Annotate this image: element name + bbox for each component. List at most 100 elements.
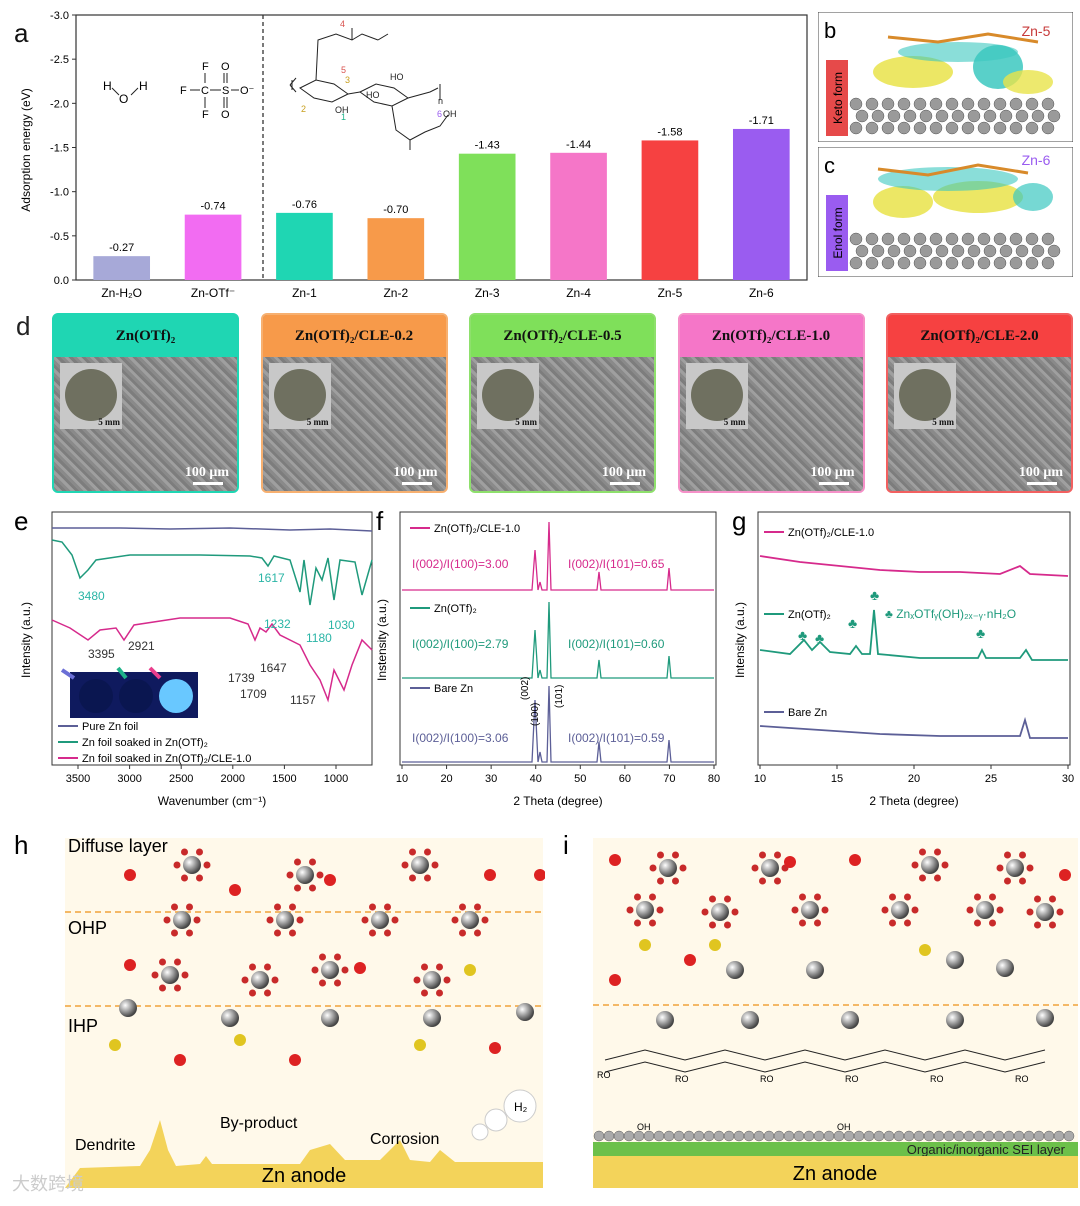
peak-label: 1647 (260, 661, 287, 675)
x-tick-label: 20 (908, 773, 920, 785)
byproduct-annotation: ♣ ZnₓOTfᵧ(OH)₂ₓ₋ᵧ·nH₂O (885, 607, 1016, 621)
byproduct-label: By-product (220, 1115, 298, 1132)
scale-5mm: 5 mm (306, 417, 329, 427)
ihp-label: IHP (68, 1016, 98, 1036)
atom-f: F (202, 109, 209, 121)
atom-o: O (119, 92, 128, 106)
ion-spheres (609, 848, 1071, 1029)
y-tick-label: -1.0 (50, 187, 69, 199)
sei-layer-label: Organic/inorganic SEI layer (907, 1142, 1066, 1157)
peak-label: 1232 (264, 617, 291, 631)
panel-e: e Intensity (a.u.) Wavenumber (cm⁻¹) 350… (0, 500, 380, 820)
scale-100um: 100 μm (393, 465, 438, 480)
ratio-label: I(002)/I(100)=2.79 (412, 637, 509, 651)
card-title: Zn(OTf)₂/CLE-2.0 (888, 315, 1071, 357)
cle-labels: 4 5 3 2 1 6 OH HO HO OH n (301, 19, 457, 122)
card-title-text: Zn(OTf)₂ (115, 327, 176, 344)
dendrite-label: Dendrite (75, 1137, 136, 1154)
series-bare (402, 685, 714, 763)
chain-labels: RO RO RO RO RO RO OH OH (597, 1070, 1029, 1132)
scale-100um: 100 μm (810, 465, 855, 480)
oh-label: OH (837, 1122, 851, 1132)
bar (367, 218, 425, 280)
y-axis-label: Intensity (a.u.) (19, 602, 33, 678)
category-label: Zn-1 (292, 286, 317, 300)
panel-g: g Intensity (a.u.) 2 Theta (degree) 10 15… (720, 500, 1080, 820)
ro-label: RO (930, 1074, 944, 1084)
x-tick-label: 1500 (272, 773, 296, 785)
card-title: Zn(OTf)₂ (54, 315, 237, 357)
ro-label: RO (675, 1074, 689, 1084)
scale-100um: 100 μm (1018, 465, 1063, 480)
schematic-i: i RO RO RO RO RO RO OH OH Organic/inorga… (563, 830, 1078, 1188)
legend-item: Zn foil soaked in Zn(OTf)₂ (82, 737, 208, 749)
category-label: Zn-6 (749, 286, 774, 300)
panel-letter-c: c (824, 153, 835, 178)
panel-c: c Zn-6 Enol form (817, 146, 1074, 278)
x-tick-label: 50 (574, 773, 586, 785)
sem-card: Zn(OTf)₂/CLE-0.2 5 mm 100 μm (260, 313, 448, 493)
electrolyte-bg (593, 838, 1078, 1188)
ro-label: RO (845, 1074, 859, 1084)
series-otf (402, 601, 714, 679)
series-name: Zn(OTf)₂ (434, 603, 477, 615)
otf-structure: F F F C S O O O⁻ (180, 61, 255, 121)
legend: Pure Zn foil Zn foil soaked in Zn(OTf)₂ … (58, 721, 251, 765)
peak-label: 3480 (78, 589, 105, 603)
ftir-chart: e Intensity (a.u.) Wavenumber (cm⁻¹) 350… (14, 506, 373, 808)
carbon-1-label: 1 (341, 112, 346, 122)
cle-structure (289, 28, 449, 150)
corrosion-label: Corrosion (370, 1131, 439, 1148)
peak-labels: (002) (100) (101) (520, 677, 565, 726)
ratio-label: I(002)/I(101)=0.59 (568, 731, 665, 745)
atom-o: O (221, 61, 230, 73)
series-bare (759, 716, 1068, 739)
oh-label: OH (637, 1122, 651, 1132)
x-tick-label: 80 (708, 773, 720, 785)
panel-letter-b: b (824, 18, 836, 43)
atom-h: H (139, 79, 148, 93)
repeat-n-label: n (438, 96, 443, 106)
x-tick-label: 70 (663, 773, 675, 785)
schematic-h: h Diffuse layer OHP IHP Dendrite By-prod… (14, 830, 546, 1188)
scale-bar (610, 482, 640, 485)
oh-label: OH (335, 105, 349, 115)
series-names: Zn(OTf)₂/CLE-1.0 Zn(OTf)₂ Bare Zn (764, 527, 874, 719)
watermark: 大数跨境 (12, 1174, 84, 1194)
svg-text:♣: ♣ (798, 627, 807, 643)
carbon-3-label: 3 (345, 75, 350, 85)
svg-text:♣: ♣ (870, 587, 879, 603)
series-zn-otf-cle (51, 617, 373, 703)
panel-a: a Adsorption energy (eV) 0.0 -0.5 -1.0 -1.5… (0, 0, 815, 305)
ro-label: RO (597, 1070, 611, 1080)
photo-inset: 5 mm (60, 363, 122, 429)
category-label: Zn-4 (566, 286, 591, 300)
ratio-label: I(002)/I(101)=0.60 (568, 637, 665, 651)
carbon-2-label: 2 (301, 104, 306, 114)
diffuse-layer-label: Diffuse layer (68, 836, 168, 856)
sei-layer (593, 1142, 1078, 1156)
bar-value-label: -1.43 (475, 140, 500, 152)
carbon-4-label: 4 (340, 19, 345, 29)
panel-d: d Zn(OTf)₂ 5 mm 100 μm Zn(OTf)₂/CLE-0.2 … (0, 305, 1080, 500)
zn-anode-label: Zn anode (262, 1165, 347, 1187)
carbon-6-label: 6 (437, 109, 442, 119)
bar (93, 256, 151, 280)
peak-label: 1739 (228, 671, 255, 685)
peak-label: 1709 (240, 687, 267, 701)
atom-f: F (180, 85, 187, 97)
bar (458, 153, 516, 280)
panel-h: h Diffuse layer OHP IHP Dendrite By-prod… (0, 820, 546, 1201)
peak-label: (002) (520, 677, 531, 700)
photo-inset: 5 mm (268, 363, 331, 429)
zn-surface-beads (593, 1130, 1075, 1142)
x-tick-label: 3500 (66, 773, 90, 785)
xrd-chart-g: g Intensity (a.u.) 2 Theta (degree) 10 15… (732, 506, 1074, 808)
plot-frame (399, 511, 717, 766)
panel-letter-a: a (14, 18, 29, 48)
atom-c: C (201, 85, 209, 97)
x-tick-label: 10 (754, 773, 766, 785)
keto-form-label: Keto form (831, 72, 845, 124)
svg-text:♣: ♣ (815, 630, 824, 646)
bar (732, 128, 790, 280)
